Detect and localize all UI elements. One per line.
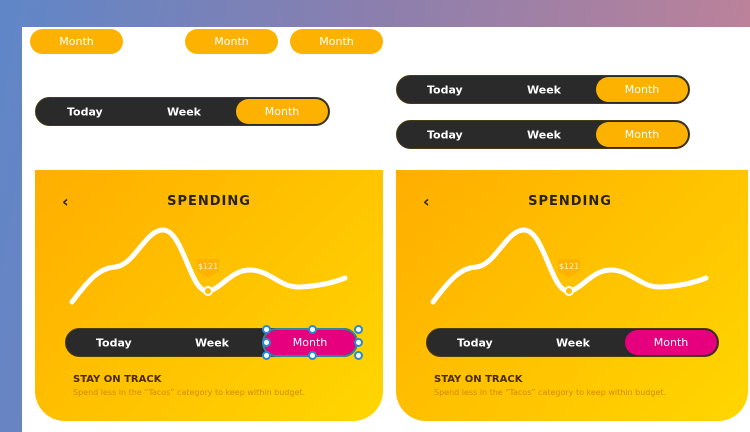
tab-month-active[interactable]: Month [262, 328, 358, 357]
spending-chart: $121 [69, 227, 348, 305]
card-title: SPENDING [167, 194, 251, 209]
back-chevron-icon[interactable]: ‹ [62, 192, 69, 211]
month-pill-button[interactable]: Month [290, 29, 383, 54]
tab-today[interactable]: Today [96, 336, 132, 349]
resize-handle[interactable] [262, 338, 271, 347]
back-chevron-icon[interactable]: ‹ [423, 192, 430, 211]
spending-chart: $121 [430, 227, 709, 305]
tab-month-active[interactable]: Month [596, 122, 688, 147]
tab-today[interactable]: Today [427, 83, 463, 96]
tab-week[interactable]: Week [527, 83, 561, 96]
segmented-control: Today Week Month [426, 328, 719, 357]
resize-handle[interactable] [354, 325, 363, 334]
resize-handle[interactable] [354, 338, 363, 347]
card-title: SPENDING [528, 194, 612, 209]
data-point-marker [564, 286, 574, 296]
month-pill-button[interactable]: Month [185, 29, 278, 54]
price-tag-label: $121 [559, 262, 579, 271]
card-description: Spend less in the “Tacos” category to ke… [434, 388, 667, 397]
data-point-marker [203, 286, 213, 296]
card-heading: STAY ON TRACK [73, 374, 162, 385]
spending-card: ‹ SPENDING $121 Today Week Month STAY ON… [35, 170, 383, 421]
segmented-control: Today Week Month [396, 75, 690, 104]
tab-week[interactable]: Week [195, 336, 229, 349]
spending-card: ‹ SPENDING $121 Today Week Month STAY ON… [396, 170, 748, 421]
price-tag-shape [558, 259, 580, 278]
tab-month-active[interactable]: Month [625, 330, 717, 355]
month-pill-button[interactable]: Month [30, 29, 123, 54]
tab-week[interactable]: Week [527, 128, 561, 141]
resize-handle[interactable] [262, 351, 271, 360]
resize-handle[interactable] [354, 351, 363, 360]
segmented-control: Today Week Month [35, 97, 330, 126]
resize-handle[interactable] [308, 325, 317, 334]
card-description: Spend less in the “Tacos” category to ke… [73, 388, 306, 397]
tab-week[interactable]: Week [556, 336, 590, 349]
tab-today[interactable]: Today [457, 336, 493, 349]
tab-month-active[interactable]: Month [236, 99, 328, 124]
tab-today[interactable]: Today [67, 105, 103, 118]
tab-today[interactable]: Today [427, 128, 463, 141]
resize-handle[interactable] [308, 351, 317, 360]
card-heading: STAY ON TRACK [434, 374, 523, 385]
tab-week[interactable]: Week [167, 105, 201, 118]
resize-handle[interactable] [262, 325, 271, 334]
price-tag-shape [197, 259, 219, 278]
tab-month-active[interactable]: Month [596, 77, 688, 102]
segmented-control: Today Week Month [396, 120, 690, 149]
price-tag-label: $121 [198, 262, 218, 271]
